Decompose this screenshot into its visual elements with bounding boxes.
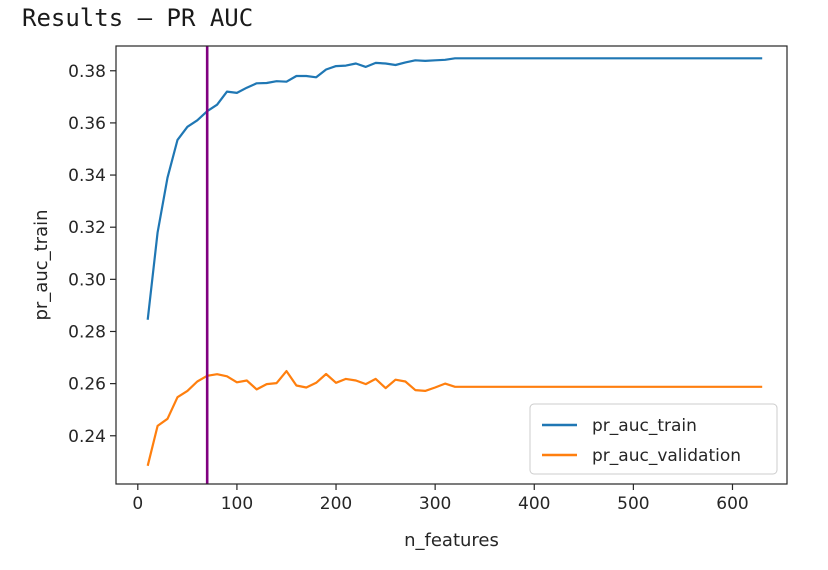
y-tick-label: 0.36	[68, 114, 106, 134]
series-line-pr-auc-validation	[146, 370, 763, 467]
x-ticks: 0 100 200 300 400 500 600	[132, 484, 749, 514]
plot-frame	[115, 45, 788, 485]
series-line-pr-auc-train	[146, 57, 763, 320]
legend-box	[529, 403, 778, 475]
x-tick-label: 200	[320, 494, 352, 514]
x-tick-label: 500	[617, 494, 649, 514]
y-tick-label: 0.32	[68, 218, 106, 238]
y-tick-label: 0.26	[68, 375, 106, 395]
y-axis-label: pr_auc_train	[31, 209, 52, 320]
x-tick-label: 600	[716, 494, 748, 514]
legend-label: pr_auc_validation	[592, 446, 741, 466]
y-ticks: 0.24 0.26 0.28 0.30 0.32 0.34 0.36 0.38	[68, 62, 116, 447]
legend: pr_auc_train pr_auc_validation	[529, 403, 778, 475]
y-tick-label: 0.34	[68, 166, 106, 186]
x-tick-label: 400	[518, 494, 550, 514]
x-tick-label: 0	[132, 494, 143, 514]
x-tick-label: 300	[419, 494, 451, 514]
legend-label: pr_auc_train	[592, 416, 697, 436]
y-tick-label: 0.30	[68, 270, 106, 290]
x-axis-label: n_features	[404, 530, 499, 551]
plot-lines	[146, 46, 763, 484]
x-tick-label: 100	[221, 494, 253, 514]
y-tick-label: 0.28	[68, 322, 106, 342]
cell-output-title: Results – PR AUC	[22, 4, 254, 32]
y-tick-label: 0.38	[68, 62, 106, 82]
y-tick-label: 0.24	[68, 427, 106, 447]
